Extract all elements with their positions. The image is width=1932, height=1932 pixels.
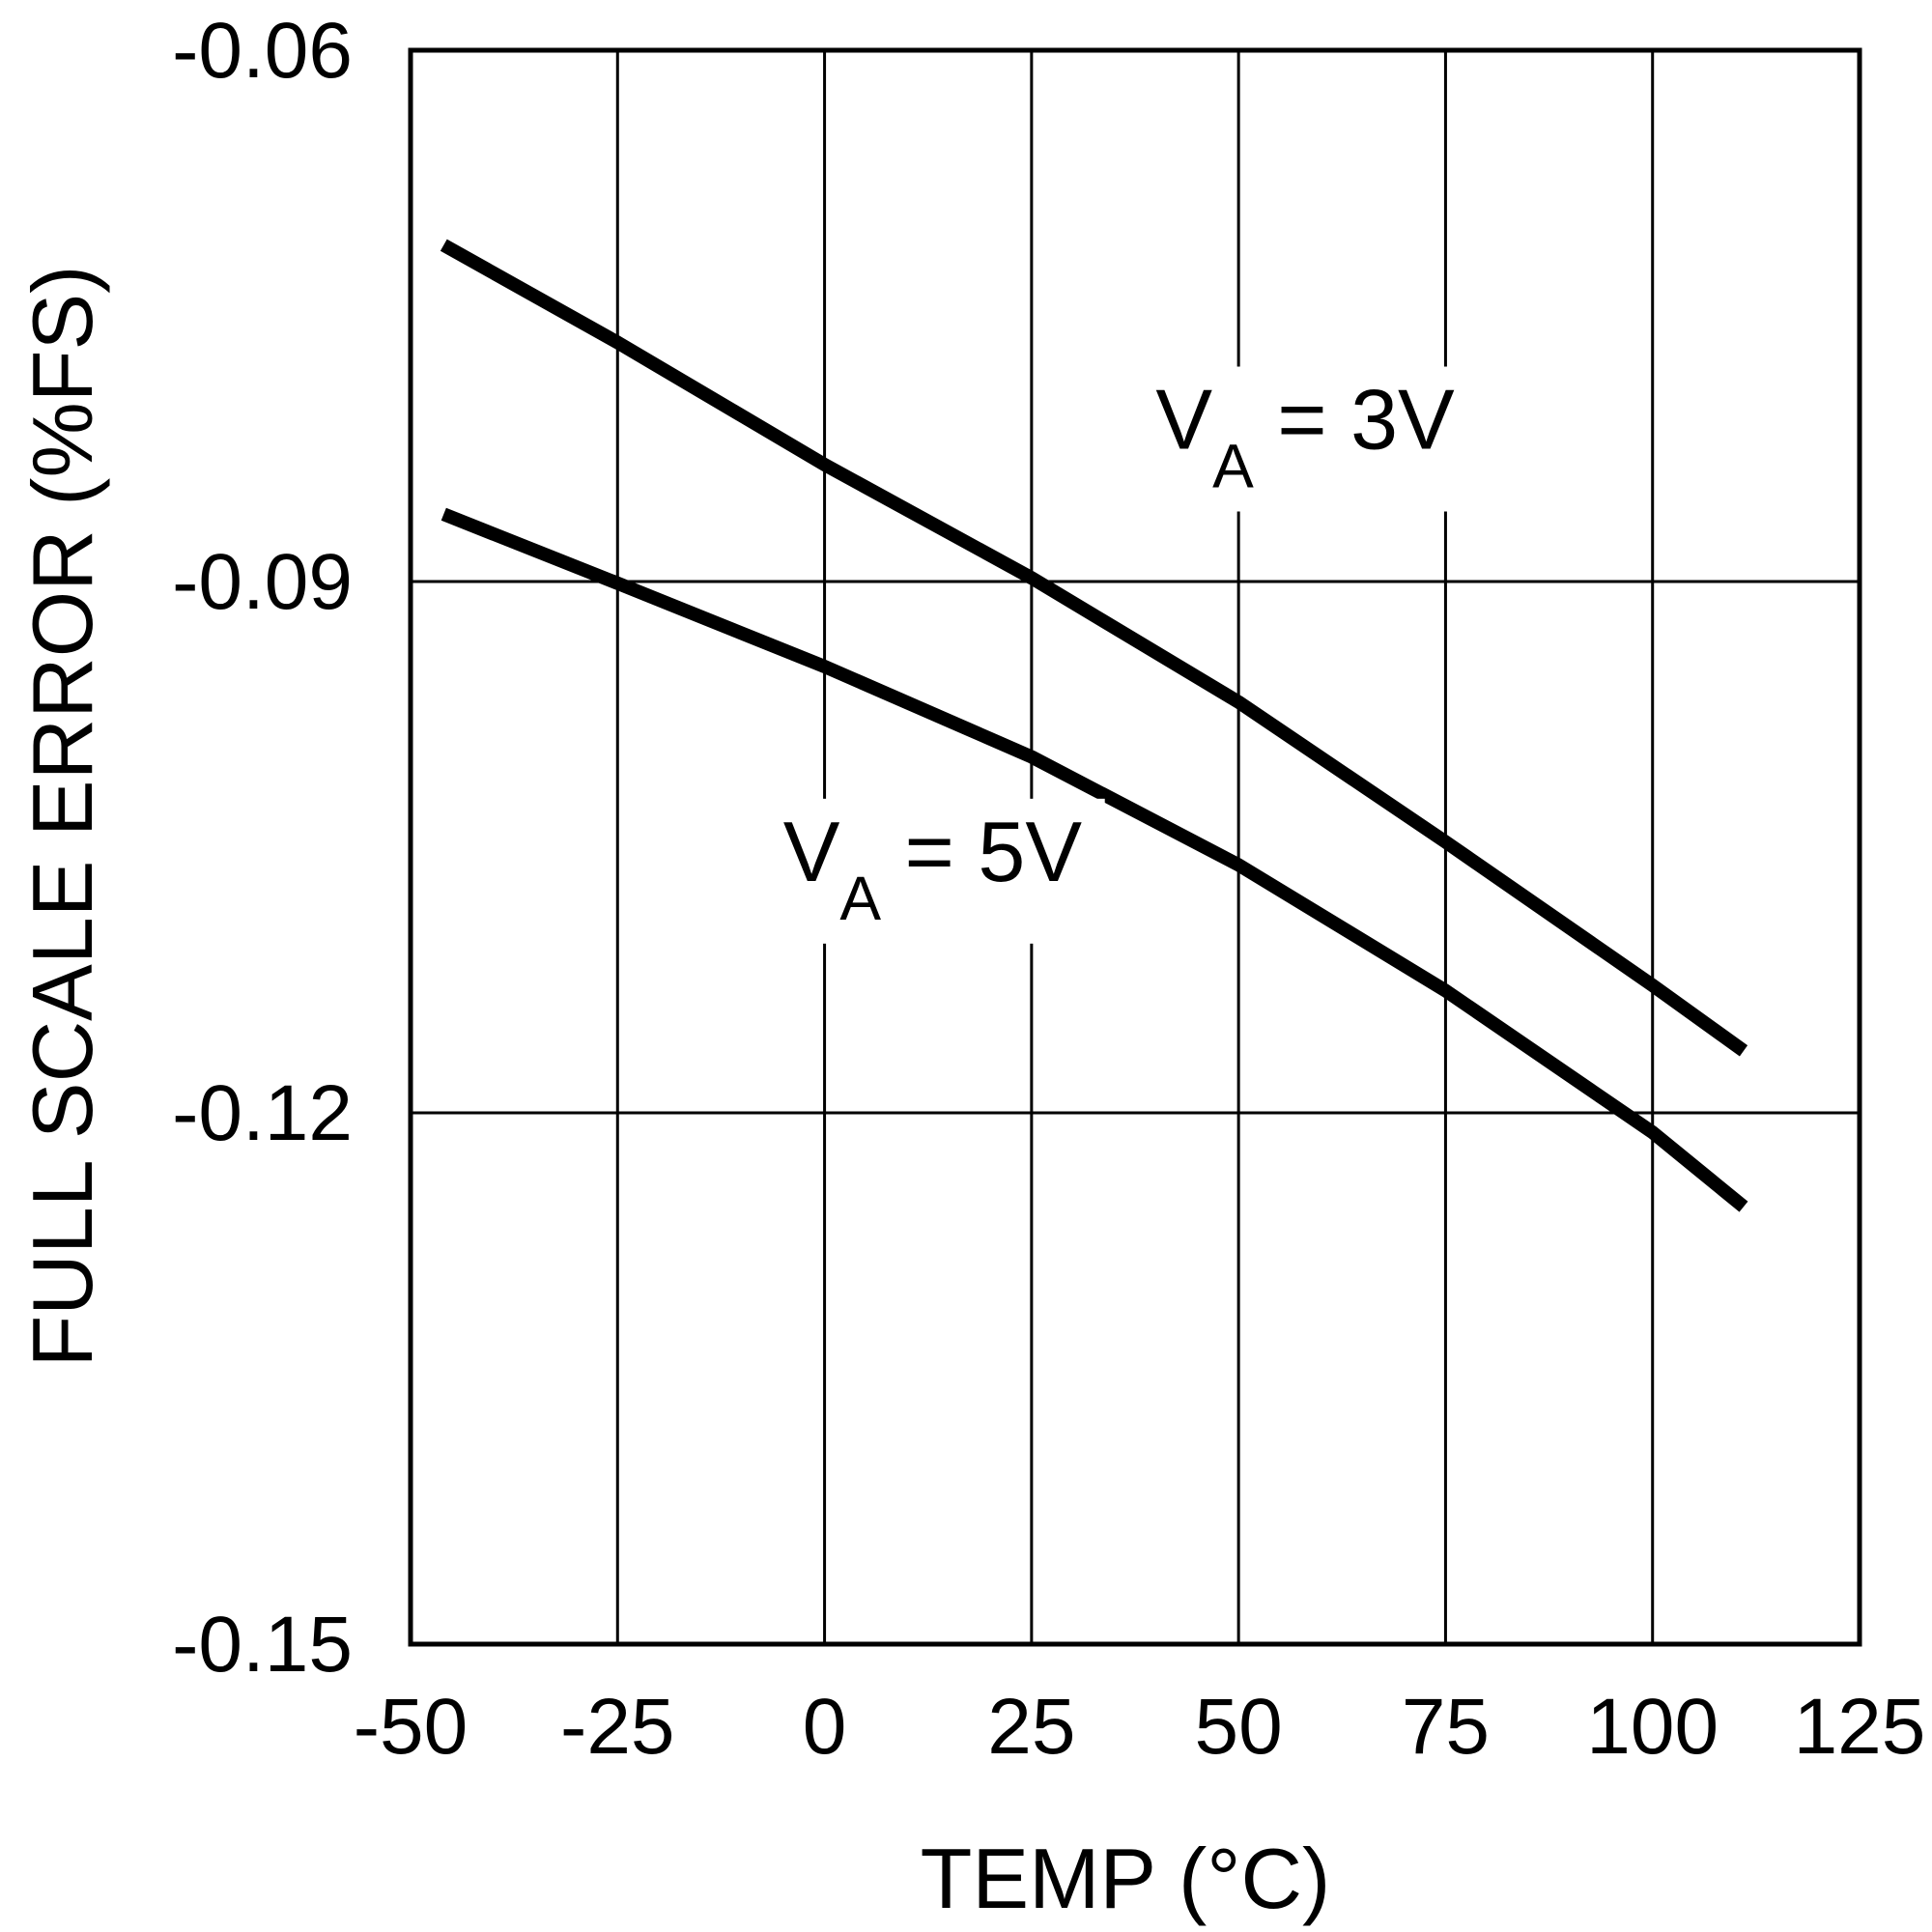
label-background: [771, 798, 1105, 944]
y-tick-labels: -0.06 -0.09 -0.12 -0.15: [172, 7, 353, 1689]
x-tick-label: 0: [803, 1683, 847, 1771]
series-line-va-3v: [440, 239, 1748, 1057]
series-lines: [440, 239, 1748, 1212]
series-labels: VA = 3V VA = 5V: [771, 366, 1478, 944]
y-tick-label: -0.06: [172, 7, 353, 95]
y-tick-label: -0.12: [172, 1069, 353, 1157]
x-tick-labels: -50 -25 0 25 50 75 100 125: [354, 1683, 1926, 1771]
x-tick-label: 50: [1195, 1683, 1283, 1771]
plot-frame: [408, 47, 1862, 1647]
x-tick-label: -50: [354, 1683, 469, 1771]
x-axis-title: TEMP (°C): [921, 1831, 1331, 1926]
y-tick-label: -0.09: [172, 538, 353, 626]
x-tick-label: 100: [1586, 1683, 1719, 1771]
x-tick-label: 125: [1794, 1683, 1926, 1771]
series-line-va-5v: [440, 507, 1748, 1212]
x-tick-label: 75: [1402, 1683, 1490, 1771]
x-tick-label: -25: [560, 1683, 675, 1771]
series-label-va-3v: VA = 3V: [1155, 372, 1455, 501]
x-tick-label: 25: [987, 1683, 1075, 1771]
y-tick-label: -0.15: [172, 1601, 353, 1689]
grid-lines: [411, 50, 1860, 1644]
series-label-va-5v: VA = 5V: [783, 804, 1083, 933]
label-background: [1144, 366, 1478, 512]
y-axis-title: FULL SCALE ERROR (%FS): [14, 266, 110, 1368]
